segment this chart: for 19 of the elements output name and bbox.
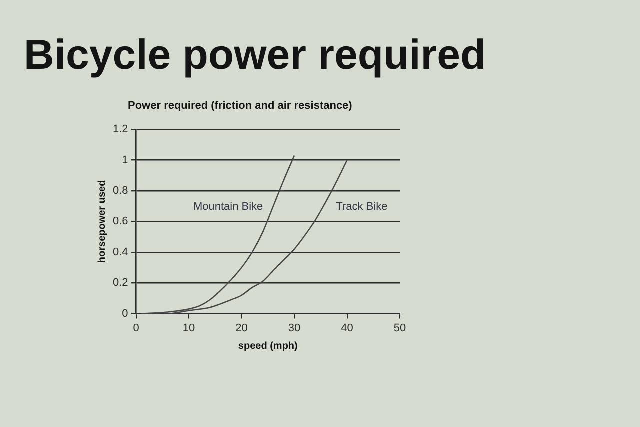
x-tick-label: 30	[288, 322, 301, 334]
y-tick-label: 0.8	[112, 185, 128, 198]
y-tick-label: 1	[122, 154, 128, 166]
y-tick-label: 0.2	[112, 277, 128, 290]
y-tick-label: 0.6	[112, 216, 128, 228]
x-tick-label: 50	[394, 322, 406, 334]
y-tick-label: 1.2	[112, 124, 128, 136]
chart-title: Bicycle power required	[24, 30, 486, 80]
y-axis-title: horsepower used	[96, 180, 108, 264]
x-tick-label: 20	[236, 322, 248, 334]
x-tick-label: 0	[133, 322, 140, 334]
x-tick-label: 10	[182, 322, 196, 334]
series-label: Mountain Bike	[193, 200, 264, 213]
series-label: Track Bike	[336, 200, 388, 213]
y-tick-label: 0	[122, 308, 128, 320]
chart-subtitle: Power required (friction and air resistance)	[128, 99, 352, 113]
x-axis-title: speed (mph)	[238, 340, 298, 352]
x-tick-label: 40	[341, 322, 354, 334]
y-tick-label: 0.4	[112, 246, 128, 258]
